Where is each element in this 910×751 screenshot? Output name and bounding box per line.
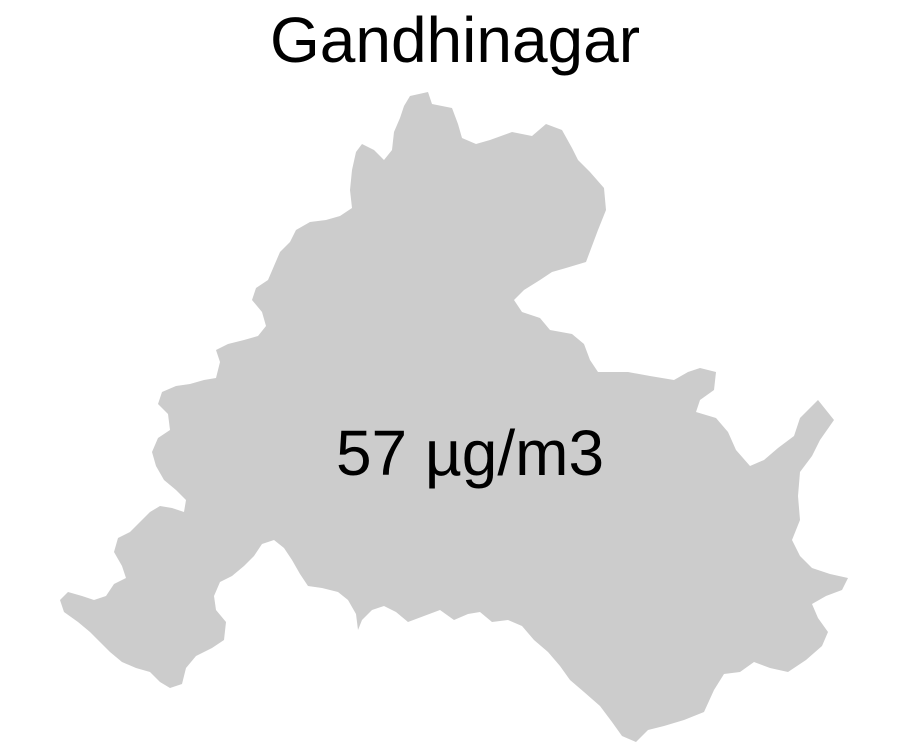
pm25-value-label: 57 µg/m3	[335, 417, 605, 489]
map-title: Gandhinagar	[269, 4, 641, 76]
gandhinagar-district-shape	[60, 92, 848, 742]
